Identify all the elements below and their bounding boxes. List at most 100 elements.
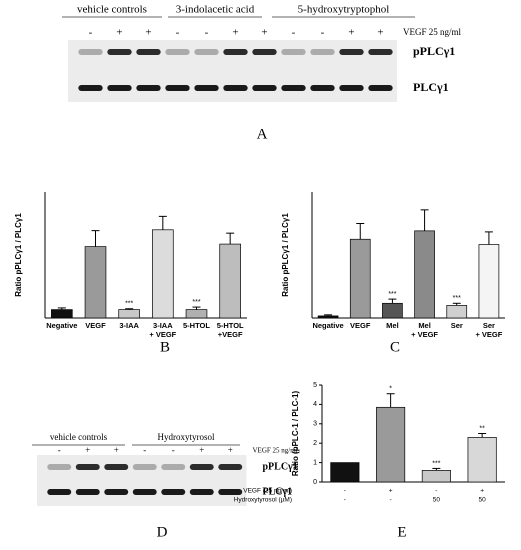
lane-marker: + [261, 27, 267, 39]
y-tick-label: 0 [313, 479, 317, 486]
bar [382, 302, 403, 319]
band [132, 489, 157, 495]
bar [421, 470, 451, 483]
lane-marker: - [321, 27, 325, 39]
treatment-label: VEGF 25 ng/ml [403, 27, 462, 37]
y-axis-label: Ratio pPLCγ1 / PLCγ1 [14, 213, 23, 297]
x-tick-label: VEGF [350, 321, 371, 330]
band [47, 489, 72, 495]
band [339, 49, 364, 55]
bar [219, 243, 241, 319]
band [218, 464, 243, 470]
panel-label: C [390, 339, 400, 355]
panel-label: B [160, 339, 170, 355]
lane-marker: + [348, 27, 354, 39]
panel-label: E [397, 524, 406, 540]
y-axis-label: Ratio pPLCγ1 / PLCγ1 [281, 213, 290, 297]
band [281, 49, 306, 55]
band [252, 49, 277, 55]
bar [317, 315, 339, 319]
band [310, 85, 335, 91]
band [281, 85, 306, 91]
lane-marker: - [58, 445, 61, 455]
band [223, 49, 248, 55]
x-tick-label: Mel [386, 321, 399, 330]
x-tick-label: + VEGF [411, 330, 438, 339]
x-tick-label: Ser [483, 321, 495, 330]
condition-label: Hydroxytyrosol (µM) [234, 497, 292, 504]
band [368, 85, 393, 91]
lane-marker: + [145, 27, 151, 39]
band [78, 49, 103, 55]
significance: *** [453, 295, 461, 302]
band [136, 85, 161, 91]
band [47, 464, 72, 470]
lane-marker: + [199, 445, 204, 455]
significance: *** [388, 291, 396, 298]
bar [349, 238, 371, 319]
band [194, 85, 219, 91]
bar [84, 246, 107, 319]
x-tick-label: +VEGF [218, 330, 243, 339]
treatment-label: VEGF 25 ng/ml [253, 447, 298, 455]
y-axis-label: Ratio (pPLC-1 / PLC-1) [291, 391, 300, 477]
band [194, 49, 219, 55]
y-tick-label: 2 [313, 440, 317, 447]
significance: *** [192, 299, 200, 306]
bar [330, 462, 360, 483]
band [104, 464, 129, 470]
lane-marker: - [205, 27, 209, 39]
band [189, 464, 214, 470]
band [75, 489, 100, 495]
x-tick-label: 5-HTOL [183, 321, 210, 330]
condition-value: 50 [479, 497, 487, 504]
bar [376, 406, 406, 483]
band [161, 489, 186, 495]
y-tick-label: 1 [313, 459, 317, 466]
band [78, 85, 103, 91]
bar [185, 309, 208, 319]
x-tick-label: 5-HTOL [217, 321, 244, 330]
band [104, 489, 129, 495]
lane-marker: - [176, 27, 180, 39]
y-tick-label: 5 [313, 382, 317, 389]
panel-label: A [257, 126, 268, 142]
bar [467, 437, 497, 483]
band [339, 85, 364, 91]
lane-marker: + [228, 445, 233, 455]
band [252, 85, 277, 91]
blot-header: 3-indolacetic acid [176, 4, 255, 16]
band [161, 464, 186, 470]
y-tick-label: 3 [313, 421, 317, 428]
band [223, 85, 248, 91]
condition-value: - [390, 497, 392, 504]
condition-value: + [389, 488, 393, 495]
band [165, 85, 190, 91]
x-tick-label: Negative [46, 321, 77, 330]
x-tick-label: 3-IAA [119, 321, 139, 330]
significance: * [389, 386, 392, 393]
blot-header: vehicle controls [50, 432, 108, 442]
condition-value: - [344, 488, 346, 495]
band [218, 489, 243, 495]
condition-value: + [480, 488, 484, 495]
band [136, 49, 161, 55]
lane-marker: + [377, 27, 383, 39]
significance: *** [125, 301, 133, 308]
bar [478, 244, 500, 319]
significance: ** [479, 425, 485, 432]
lane-marker: - [172, 445, 175, 455]
condition-value: - [344, 497, 346, 504]
bar [51, 309, 73, 319]
band [75, 464, 100, 470]
lane-marker: + [232, 27, 238, 39]
significance: *** [432, 460, 440, 467]
x-tick-label: Ser [451, 321, 463, 330]
x-tick-label: VEGF [85, 321, 106, 330]
lane-marker: - [89, 27, 93, 39]
lane-marker: - [292, 27, 296, 39]
band [132, 464, 157, 470]
x-tick-label: + VEGF [475, 330, 502, 339]
band [107, 49, 132, 55]
